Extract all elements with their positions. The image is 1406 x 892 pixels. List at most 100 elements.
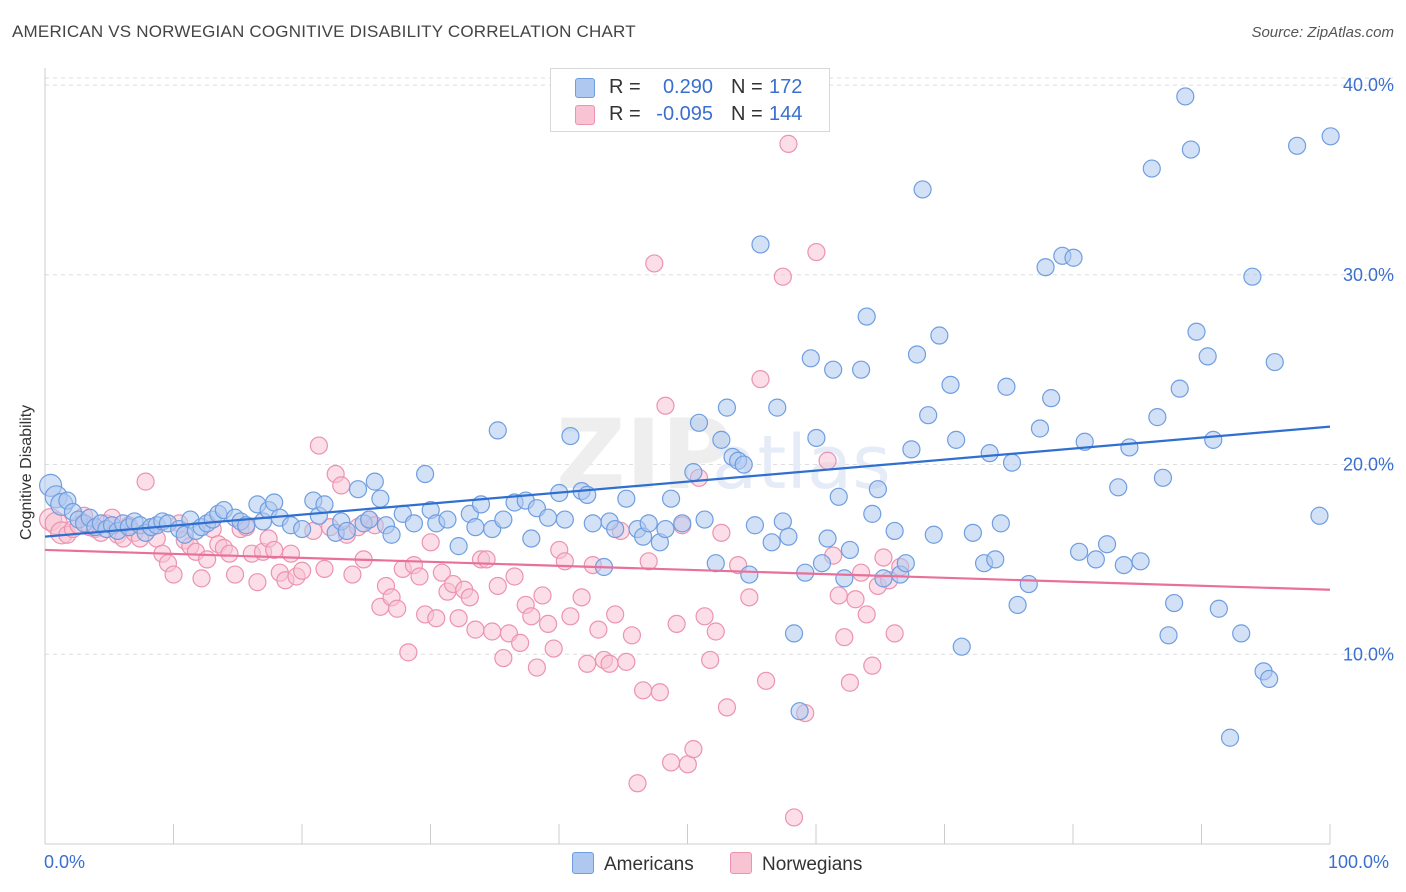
americans-swatch [575, 78, 595, 98]
norwegian-point [740, 588, 759, 607]
norwegian-point [784, 808, 804, 827]
american-point [762, 533, 781, 552]
american-point [835, 569, 854, 588]
norwegian-point [835, 628, 854, 647]
y-tick-label: 20.0% [1343, 455, 1394, 475]
american-point [656, 519, 675, 539]
american-point [382, 525, 401, 544]
american-point [673, 514, 692, 533]
norwegian-point [628, 774, 647, 793]
american-point [807, 428, 826, 448]
norwegian-point [494, 648, 513, 668]
american-point [337, 521, 356, 541]
american-point [734, 455, 753, 474]
american-point [1220, 728, 1240, 747]
american-point [438, 510, 457, 529]
norwegian-point [684, 740, 703, 759]
norwegian-point [840, 673, 860, 692]
american-point [1288, 136, 1307, 155]
trend-lines [44, 425, 1331, 591]
y-tick-label: 30.0% [1343, 265, 1394, 285]
american-point [1142, 159, 1161, 178]
american-point [907, 345, 927, 364]
correlation-legend: R = 0.290 N = 172 R = -0.095 N = 144 [550, 68, 830, 132]
american-point [857, 307, 876, 326]
norwegian-point [751, 370, 770, 389]
american-point [1260, 669, 1279, 689]
norwegian-point [874, 548, 893, 567]
norwegian-point [315, 559, 334, 578]
american-point [930, 326, 949, 345]
norwegian-point [885, 624, 904, 643]
chart-title: AMERICAN VS NORWEGIAN COGNITIVE DISABILI… [12, 22, 636, 41]
american-point [840, 540, 860, 560]
norwegians-points [38, 91, 910, 827]
american-point [404, 514, 424, 533]
norwegian-point [343, 565, 362, 584]
bottom-legend-norwegians: Norwegians [730, 852, 862, 876]
norwegian-point [667, 614, 686, 634]
american-point [980, 444, 999, 463]
norwegian-point [164, 565, 183, 584]
norwegian-point [818, 451, 837, 470]
norwegian-point [198, 550, 217, 569]
norwegian-point [712, 523, 731, 542]
american-point [745, 516, 764, 535]
norwegian-point [695, 607, 714, 626]
source-label: Source: ZipAtlas.com [1251, 24, 1394, 41]
american-point [986, 550, 1005, 569]
american-point [561, 426, 580, 446]
norwegian-point [572, 588, 591, 607]
norwegian-point [606, 605, 625, 624]
norwegian-point [522, 607, 541, 626]
norwegians-r-label: R = [609, 103, 641, 125]
american-point [1265, 352, 1284, 372]
american-point [449, 537, 468, 556]
american-point [1086, 550, 1105, 569]
american-point [293, 519, 312, 539]
norwegians-swatch [575, 105, 595, 125]
american-point [1181, 140, 1200, 159]
american-point [941, 375, 960, 394]
american-point [947, 430, 966, 449]
norwegian-point [634, 681, 653, 700]
american-point [1198, 347, 1217, 366]
american-point [315, 495, 334, 514]
norwegian-point [220, 544, 239, 563]
x-min-label: 0.0% [44, 852, 86, 872]
american-point [617, 489, 636, 508]
american-point [1170, 379, 1189, 398]
americans-r-label: R = [609, 76, 641, 98]
american-point [360, 510, 379, 529]
american-point [661, 489, 681, 508]
american-point [583, 514, 602, 533]
american-point [902, 440, 921, 459]
american-point [1030, 419, 1050, 438]
norwegian-point [538, 614, 558, 634]
american-point [818, 529, 837, 548]
norwegian-point [248, 573, 267, 592]
norwegian-point [645, 254, 664, 273]
norwegian-point [617, 652, 636, 671]
american-point [1075, 432, 1094, 451]
american-point [1120, 438, 1139, 457]
american-point [773, 512, 792, 531]
american-point [712, 430, 731, 449]
american-point [885, 521, 904, 541]
american-point [494, 510, 513, 529]
american-point [639, 514, 658, 533]
americans-n-label: N = [731, 76, 763, 98]
american-point [684, 463, 703, 482]
norwegian-point [332, 476, 351, 495]
norwegian-point [432, 563, 451, 582]
american-point [1209, 599, 1228, 618]
norwegians-n-label: N = [731, 103, 763, 125]
american-point [952, 637, 971, 656]
norwegian-point [852, 563, 871, 582]
norwegian-point [756, 671, 776, 690]
american-point [790, 702, 809, 721]
american-point [1165, 593, 1184, 613]
norwegian-point [388, 599, 407, 618]
norwegian-point [225, 565, 245, 584]
